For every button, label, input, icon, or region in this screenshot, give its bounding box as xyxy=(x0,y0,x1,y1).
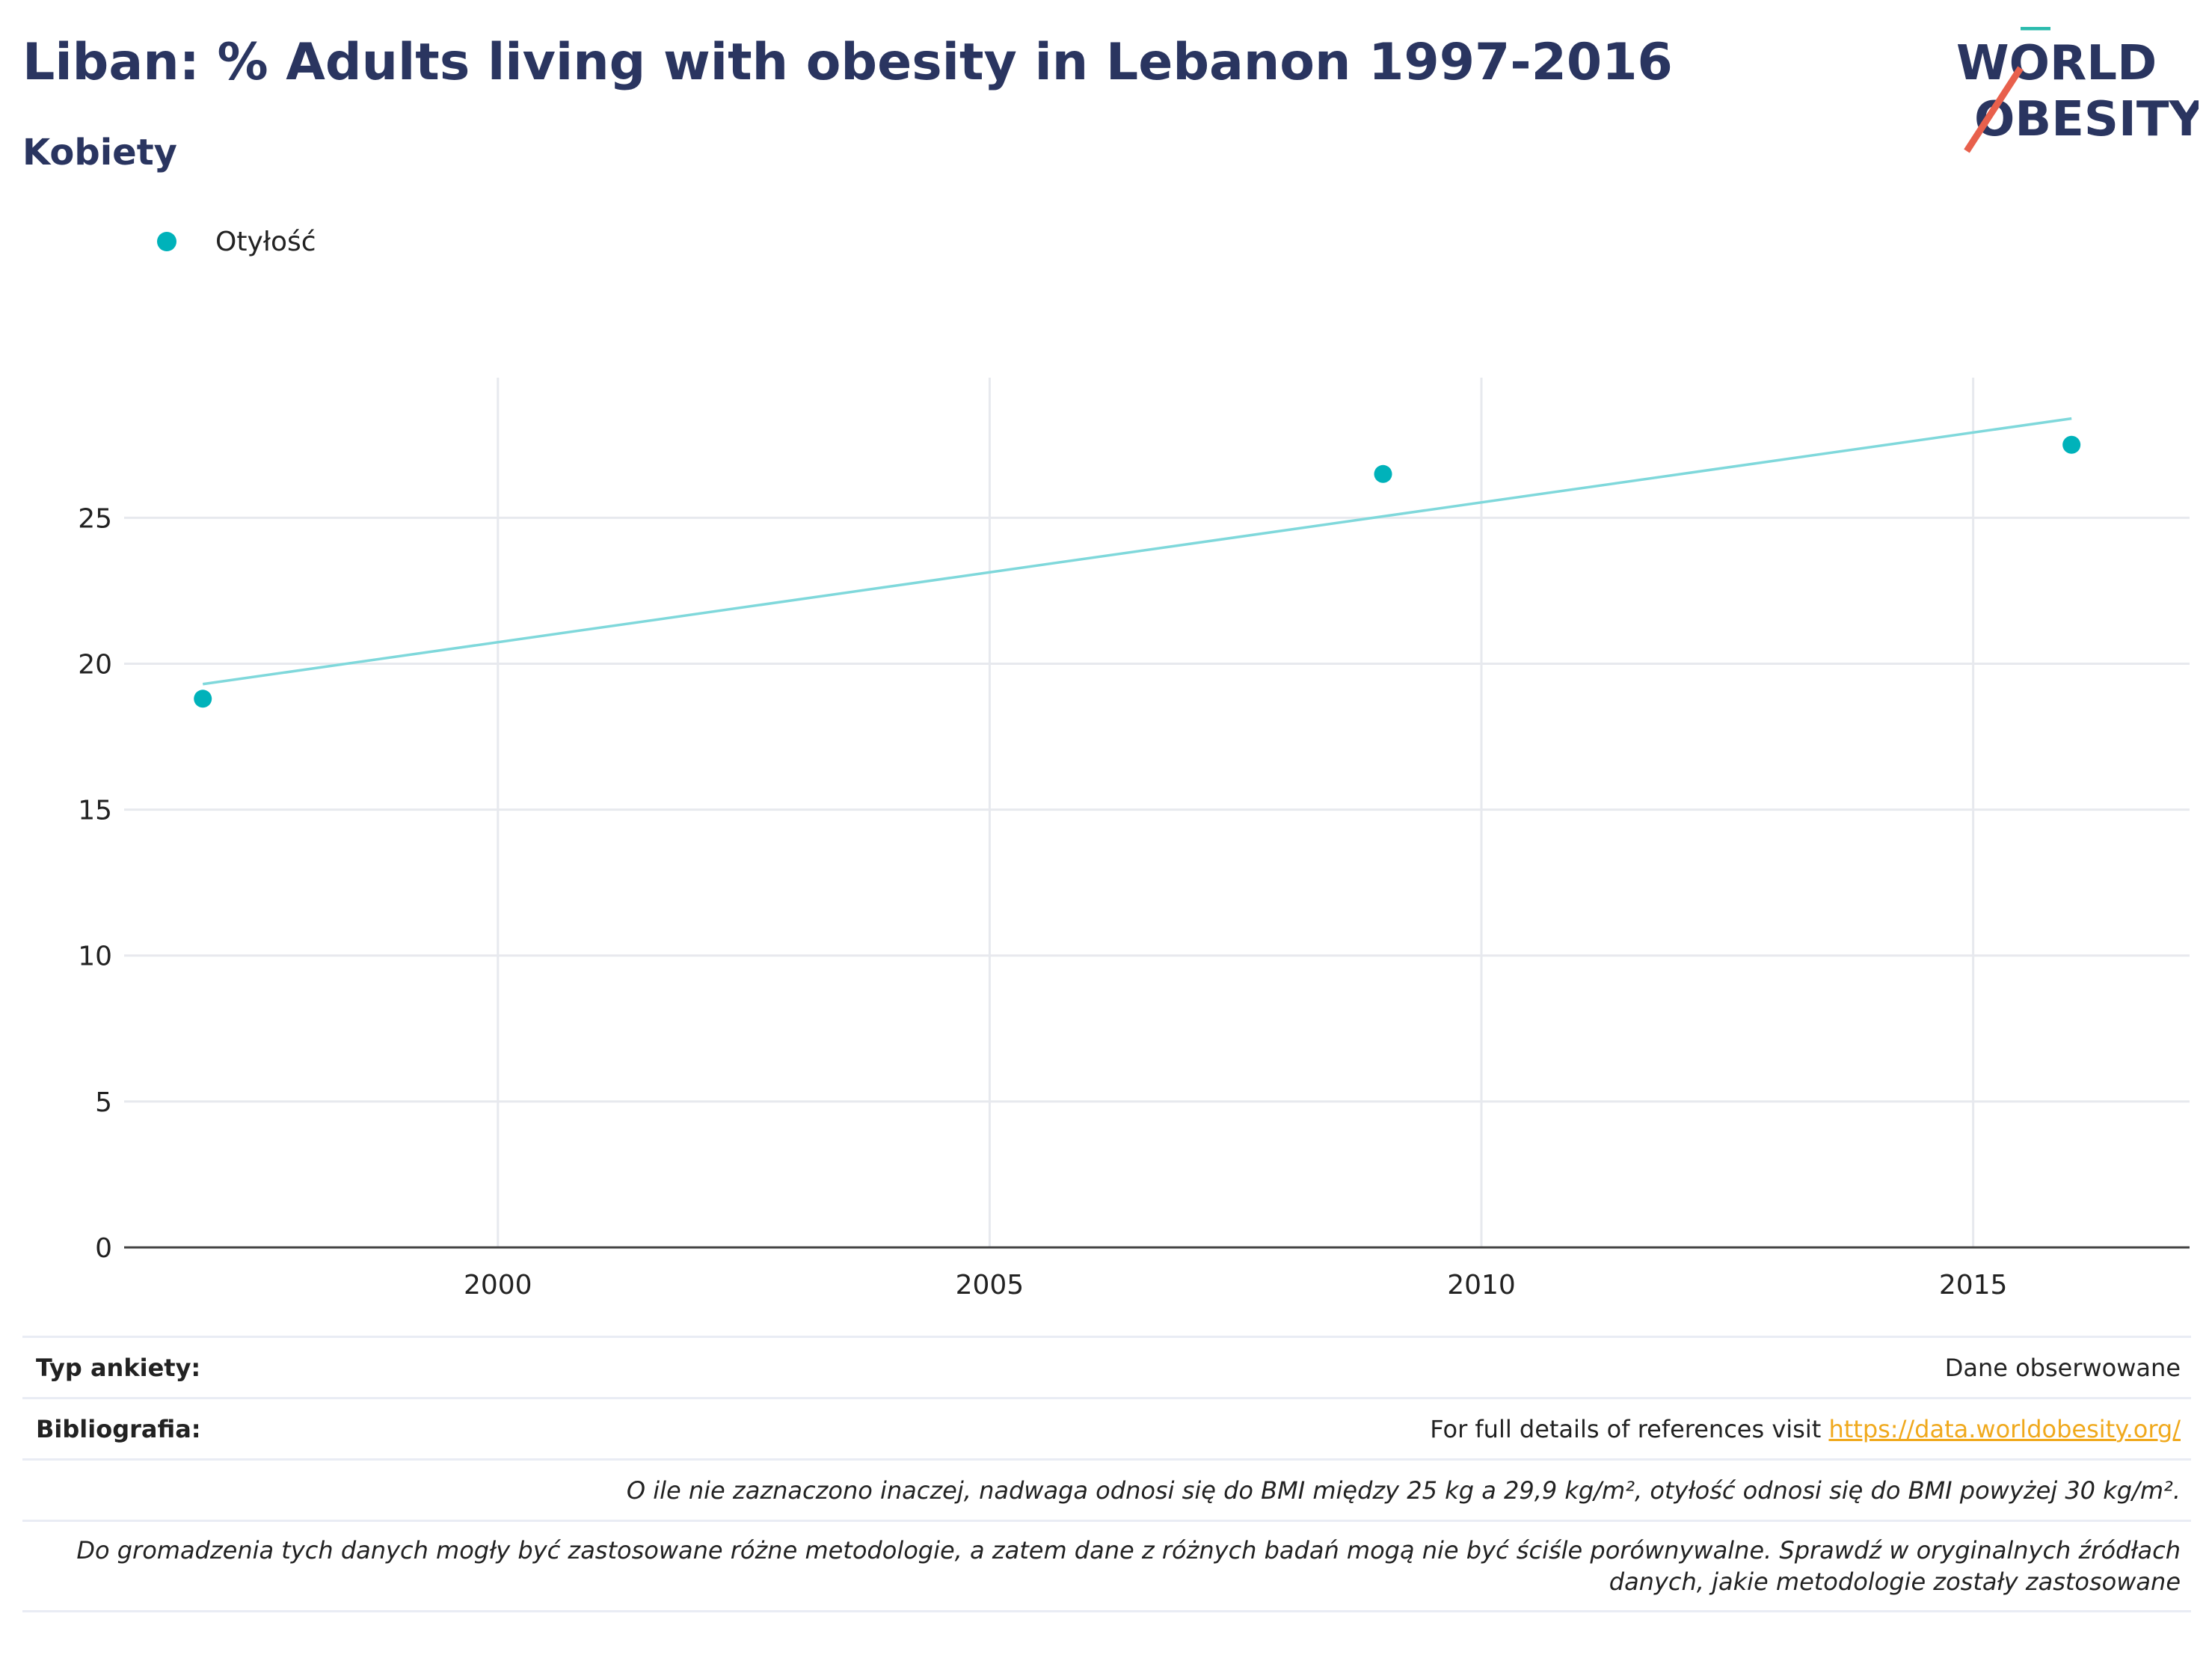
trend-line xyxy=(202,417,2072,686)
logo-word-world: WORLD xyxy=(1956,36,2157,91)
footer-row-survey: Typ ankiety: Dane obserwowane xyxy=(22,1336,2191,1397)
page-subtitle: Kobiety xyxy=(22,132,177,174)
y-tick-label: 15 xyxy=(78,796,112,826)
x-tick-label: 2000 xyxy=(464,1270,532,1301)
bibliography-label: Bibliografia: xyxy=(36,1414,201,1443)
footer-row-note-methodology: Do gromadzenia tych danych mogły być zas… xyxy=(22,1520,2191,1612)
x-tick-label: 2015 xyxy=(1939,1270,2008,1301)
y-tick-label: 10 xyxy=(78,942,112,972)
footer-table: Typ ankiety: Dane obserwowane Bibliograf… xyxy=(22,1336,2191,1612)
x-tick-label: 2010 xyxy=(1447,1270,1516,1301)
data-point xyxy=(194,690,212,708)
methodology-note-line1: Do gromadzenia tych danych mogły być zas… xyxy=(76,1536,2181,1565)
bibliography-value: For full details of references visit htt… xyxy=(1430,1415,2181,1443)
page-title: Liban: % Adults living with obesity in L… xyxy=(22,33,1673,92)
world-obesity-logo: WORLD OBESITY xyxy=(1956,27,2199,153)
y-tick-label: 5 xyxy=(95,1087,112,1118)
survey-type-label: Typ ankiety: xyxy=(36,1353,201,1382)
scatter-chart: 0 5 10 15 20 25 2000 2005 2010 2015 xyxy=(78,378,2190,1301)
bibliography-link[interactable]: https://data.worldobesity.org/ xyxy=(1828,1414,2181,1443)
y-tick-label: 0 xyxy=(95,1233,112,1264)
legend-marker-icon xyxy=(157,232,176,251)
legend: Otyłość xyxy=(157,223,316,260)
logo-word-obesity: OBESITY xyxy=(1974,92,2199,147)
methodology-note: Do gromadzenia tych danych mogły być zas… xyxy=(36,1535,2181,1597)
methodology-note-line2: danych, jakie metodologie zostały zastos… xyxy=(1609,1568,2181,1596)
data-point xyxy=(1374,464,1392,483)
x-tick-label: 2005 xyxy=(956,1270,1024,1301)
bibliography-text: For full details of references visit xyxy=(1430,1414,1822,1443)
data-point xyxy=(2062,435,2081,454)
footer-row-bibliography: Bibliografia: For full details of refere… xyxy=(22,1397,2191,1458)
survey-type-value: Dane obserwowane xyxy=(1944,1353,2181,1382)
footer-row-note-bmi: O ile nie zaznaczono inaczej, nadwaga od… xyxy=(22,1458,2191,1520)
y-tick-label: 25 xyxy=(78,503,112,534)
y-tick-label: 20 xyxy=(78,649,112,680)
bmi-definition-note: O ile nie zaznaczono inaczej, nadwaga od… xyxy=(626,1476,2181,1505)
logo-red-slash xyxy=(1964,66,2024,153)
legend-label: Otyłość xyxy=(215,226,316,257)
